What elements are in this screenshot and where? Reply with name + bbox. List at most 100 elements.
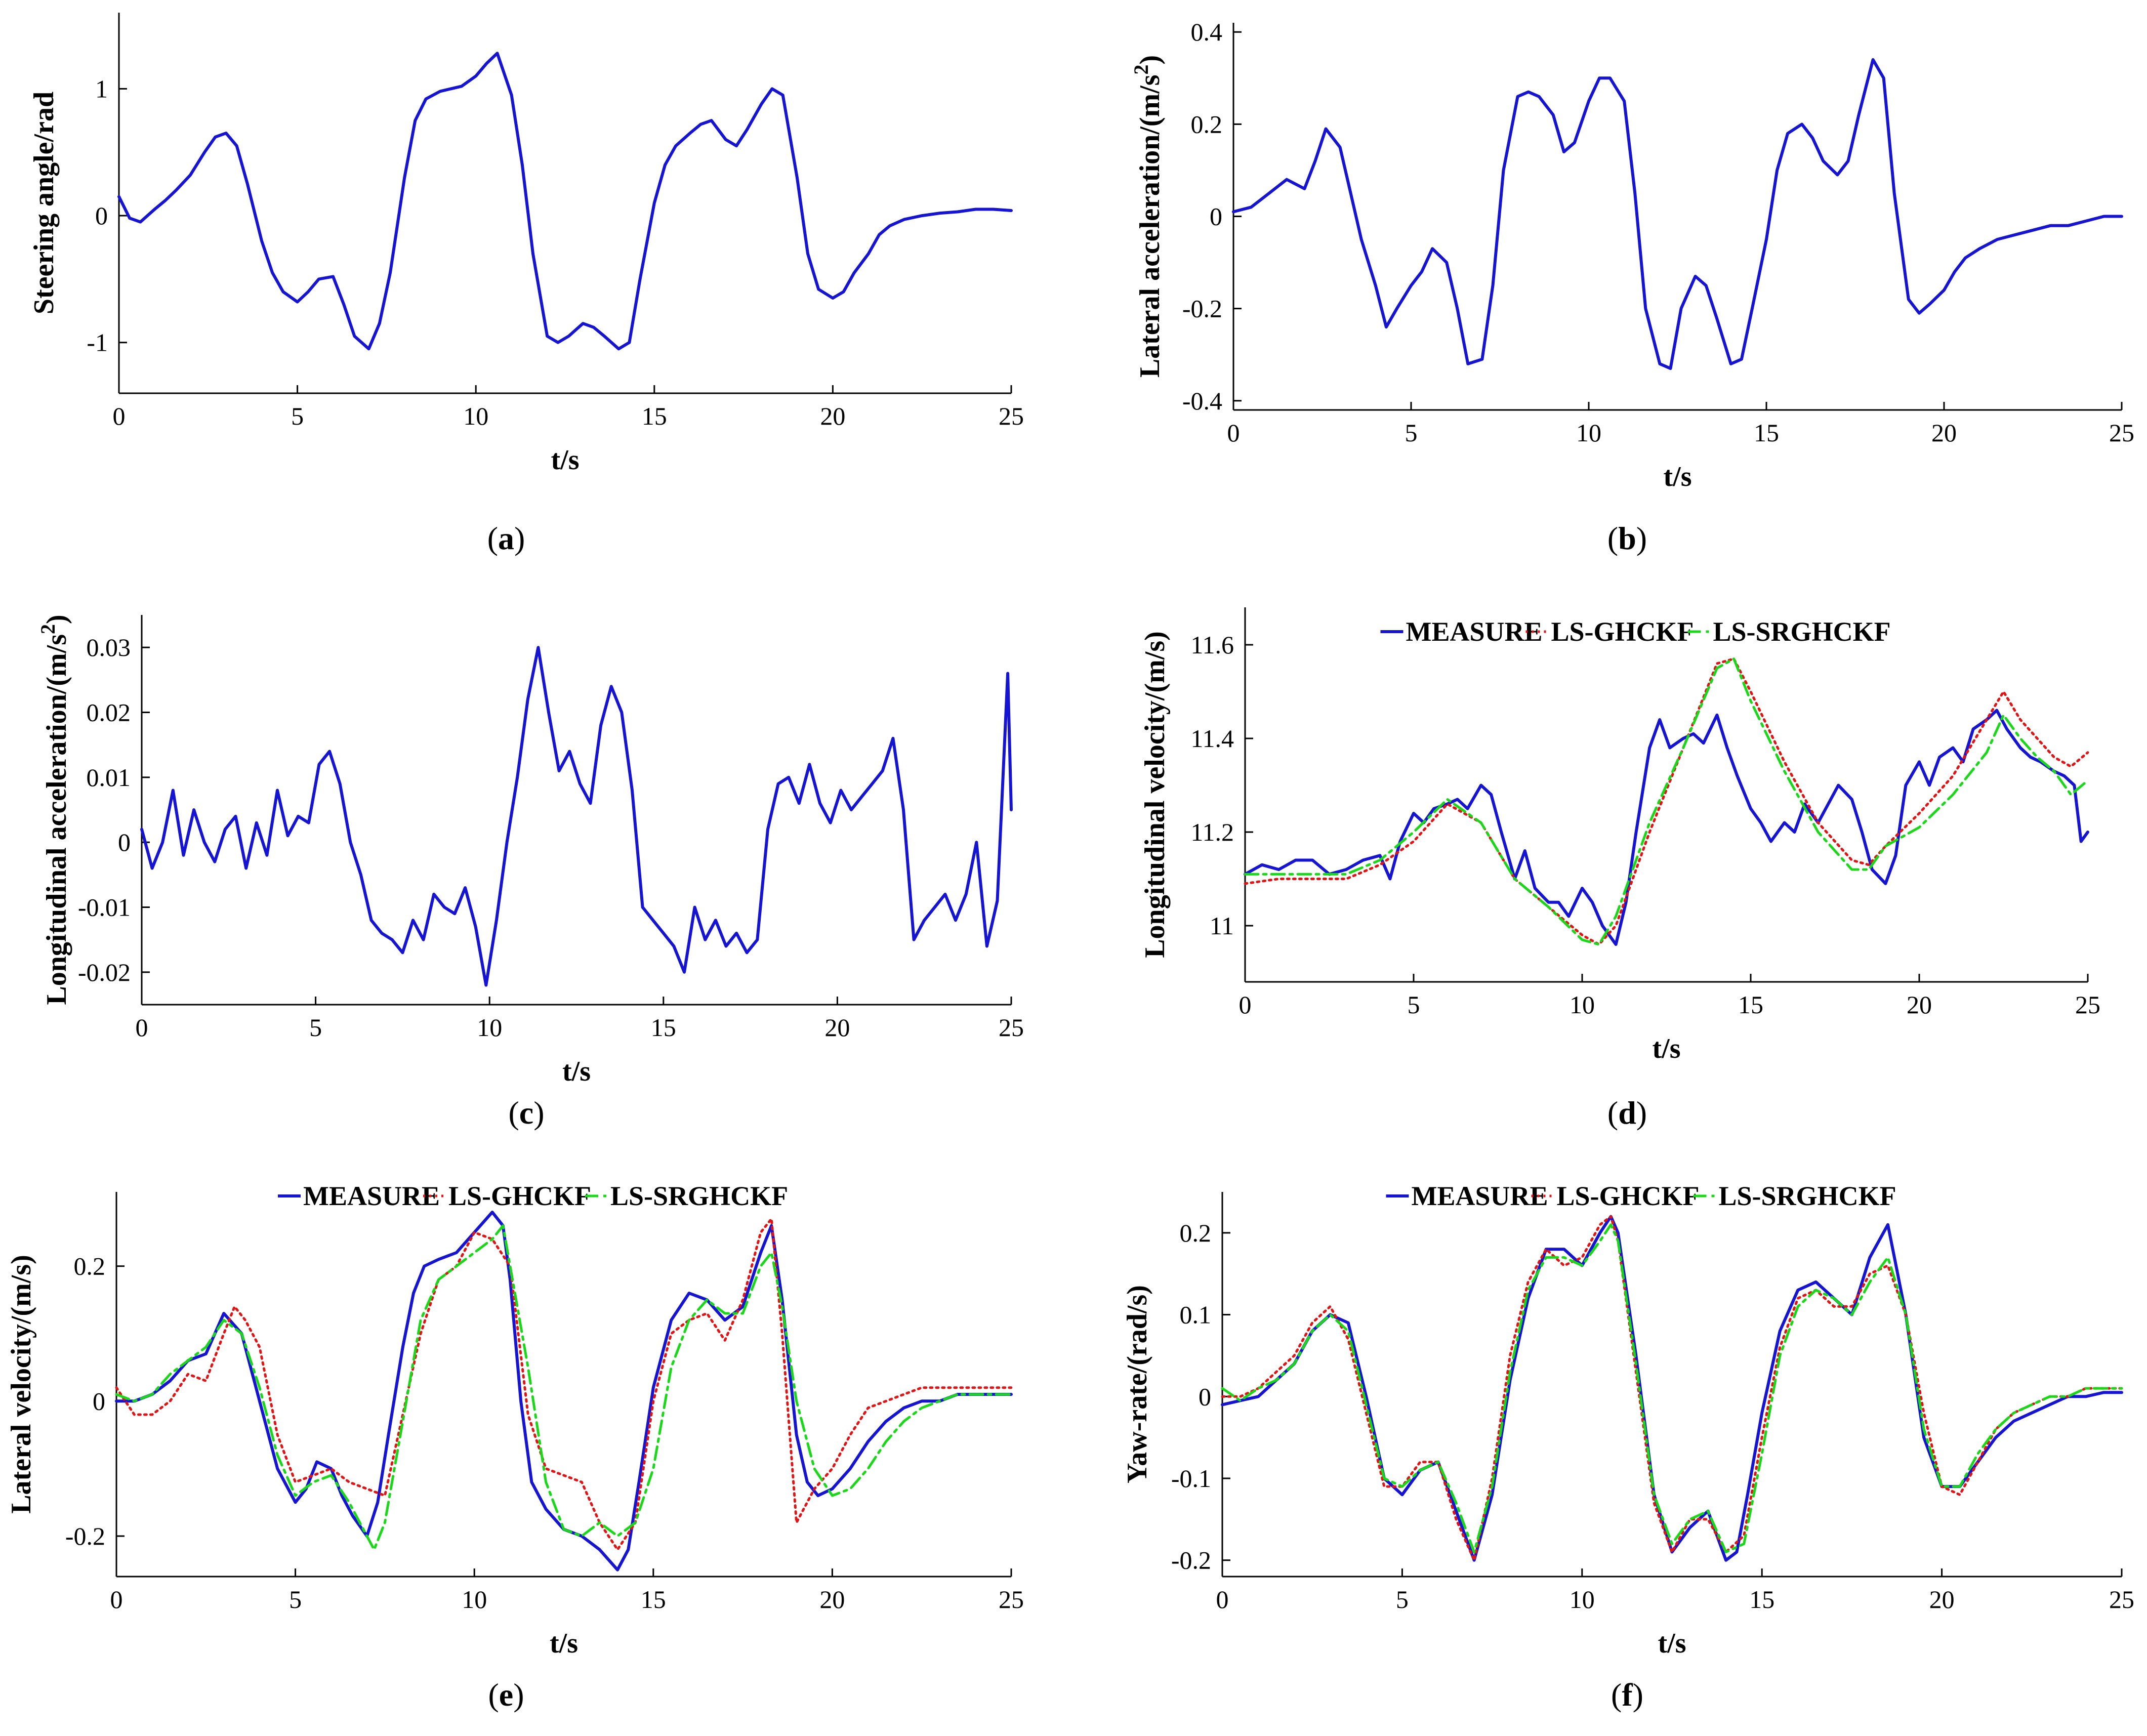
- y-tick-label: 0: [1210, 202, 1222, 231]
- series-line-ghckf: [1221, 1215, 2123, 1562]
- x-tick-label: 15: [651, 1013, 676, 1042]
- y-tick-label: -0.1: [1171, 1464, 1211, 1493]
- y-tick-label: 0.02: [87, 698, 131, 727]
- y-tick-label: 0.2: [1191, 110, 1223, 138]
- series-line-srghckf: [115, 1224, 1013, 1551]
- y-tick-label: -0.2: [1171, 1546, 1211, 1575]
- y-tick-label: -1: [87, 328, 108, 357]
- panel-caption: (e): [488, 1677, 524, 1713]
- y-tick-label: 0: [93, 1387, 105, 1415]
- y-tick-label: 0.1: [1180, 1301, 1212, 1329]
- y-tick-label: 11: [1210, 912, 1234, 940]
- y-tick-label: 0: [1199, 1382, 1211, 1411]
- x-tick-label: 5: [309, 1013, 322, 1042]
- x-tick-label: 0: [136, 1013, 148, 1042]
- x-tick-label: 10: [1570, 1585, 1595, 1614]
- x-axis-label: t/s: [1653, 1033, 1681, 1064]
- panel-caption: (b): [1607, 520, 1647, 556]
- x-tick-label: 10: [1570, 990, 1595, 1019]
- x-tick-label: 0: [110, 1585, 123, 1614]
- chart-panel-d: 0 5 10 15 20 25 11 11.2 11.4 11.6 t/s Longitudinal …: [1139, 607, 2100, 1131]
- x-axis-label: t/s: [1664, 461, 1692, 492]
- y-tick-label: 0.03: [87, 633, 131, 662]
- series-line-measure: [1221, 1215, 2123, 1562]
- y-axis-label: Lateral velocity/(m/s): [6, 1255, 37, 1514]
- legend: MEASURE LS-GHCKF LS-SRGHCKF: [1380, 616, 1891, 647]
- x-tick-label: 5: [291, 402, 304, 430]
- y-tick-label: 11.6: [1190, 631, 1234, 659]
- x-tick-label: 20: [1907, 990, 1932, 1019]
- series-line-ghckf: [115, 1217, 1013, 1551]
- y-tick-label: 0.2: [74, 1252, 106, 1280]
- y-tick-label: 11.2: [1190, 818, 1234, 846]
- legend-label: LS-GHCKF: [1551, 616, 1694, 647]
- y-axis-label: Yaw-rate/(rad/s): [1122, 1285, 1153, 1483]
- y-tick-label: -0.02: [78, 958, 131, 986]
- x-tick-label: 25: [999, 1013, 1024, 1042]
- x-tick-label: 0: [1239, 990, 1252, 1019]
- legend: MEASURE LS-GHCKF LS-SRGHCKF: [278, 1181, 788, 1211]
- x-axis-label: t/s: [562, 1056, 591, 1087]
- y-tick-label: 0: [118, 828, 131, 856]
- y-tick-label: 0: [95, 201, 108, 230]
- x-tick-label: 5: [1396, 1585, 1409, 1614]
- legend-label: MEASURE: [303, 1181, 440, 1211]
- panel-caption: (d): [1607, 1095, 1647, 1131]
- x-tick-label: 25: [999, 402, 1024, 430]
- series-line-srghckf: [1221, 1223, 2123, 1553]
- panel-caption: (a): [487, 520, 525, 556]
- x-tick-label: 5: [289, 1585, 302, 1614]
- x-axis-label: t/s: [551, 444, 580, 476]
- series-line-srghckf: [1244, 657, 2089, 946]
- x-tick-label: 0: [1227, 419, 1240, 447]
- series-line-measure: [115, 1211, 1013, 1572]
- x-tick-label: 10: [1576, 419, 1601, 447]
- y-tick-label: 1: [95, 74, 108, 103]
- legend-label: LS-SRGHCKF: [610, 1181, 788, 1211]
- y-tick-label: 0.2: [1180, 1219, 1212, 1247]
- x-tick-label: 15: [1749, 1585, 1774, 1614]
- y-tick-label: 0.4: [1191, 18, 1223, 46]
- x-tick-label: 25: [2109, 1585, 2134, 1614]
- x-tick-label: 25: [2075, 990, 2100, 1019]
- x-tick-label: 25: [2109, 419, 2134, 447]
- series-line-measure: [117, 52, 1013, 351]
- y-tick-label: -0.2: [65, 1522, 105, 1550]
- panel-caption: (c): [508, 1095, 544, 1131]
- x-tick-label: 20: [1931, 419, 1957, 447]
- x-tick-label: 15: [642, 402, 667, 430]
- legend: MEASURE LS-GHCKF LS-SRGHCKF: [1386, 1181, 1896, 1211]
- x-axis-label: t/s: [550, 1628, 578, 1659]
- legend-label: LS-GHCKF: [1557, 1181, 1700, 1211]
- y-tick-label: 11.4: [1190, 724, 1234, 753]
- x-tick-label: 25: [999, 1585, 1024, 1614]
- x-tick-label: 10: [463, 402, 488, 430]
- chart-panel-e: 0 5 10 15 20 25 -0.2 0 0.2 t/s Lateral velocity/(m…: [6, 1181, 1024, 1713]
- y-tick-label: -0.2: [1182, 295, 1222, 323]
- x-tick-label: 15: [1754, 419, 1779, 447]
- series-line-measure: [1232, 58, 2123, 370]
- x-tick-label: 20: [820, 402, 845, 430]
- x-axis-label: t/s: [1658, 1628, 1686, 1659]
- x-tick-label: 10: [477, 1013, 502, 1042]
- chart-panel-a: 0 5 10 15 20 25 -1 0 1 t/s Steering angle/rad (a): [28, 13, 1024, 556]
- panel-caption: (f): [1611, 1677, 1643, 1713]
- series-line-measure: [1244, 709, 2089, 946]
- y-tick-label: -0.01: [78, 893, 131, 922]
- chart-panel-c: 0 5 10 15 20 25 -0.02 -0.01 0 0.01 0.02 0.03 t/s Long…: [36, 614, 1024, 1131]
- x-tick-label: 15: [1738, 990, 1763, 1019]
- x-tick-label: 20: [1929, 1585, 1955, 1614]
- x-tick-label: 20: [824, 1013, 850, 1042]
- y-tick-label: -0.4: [1182, 387, 1222, 415]
- x-tick-label: 0: [1216, 1585, 1229, 1614]
- x-tick-label: 20: [819, 1585, 845, 1614]
- y-axis-label: Longitudinal velocity/(m/s): [1139, 631, 1171, 958]
- y-axis-label: Longitudinal acceleration/(m/s2): [36, 614, 72, 1005]
- legend-label: LS-SRGHCKF: [1713, 616, 1891, 647]
- y-axis-label: Lateral acceleration/(m/s2): [1130, 55, 1166, 378]
- x-tick-label: 10: [462, 1585, 487, 1614]
- y-axis-label: Steering angle/rad: [28, 92, 60, 314]
- x-tick-label: 5: [1405, 419, 1418, 447]
- x-tick-label: 5: [1408, 990, 1420, 1019]
- x-tick-label: 15: [641, 1585, 666, 1614]
